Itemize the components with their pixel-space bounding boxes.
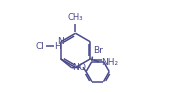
Text: Cl: Cl <box>35 42 44 51</box>
Text: Br: Br <box>93 46 103 55</box>
Text: N: N <box>72 63 79 72</box>
Text: CH₃: CH₃ <box>68 13 83 22</box>
Text: N: N <box>57 37 64 46</box>
Text: O: O <box>78 63 85 72</box>
Text: NH₂: NH₂ <box>101 58 118 67</box>
Text: H: H <box>54 42 61 51</box>
